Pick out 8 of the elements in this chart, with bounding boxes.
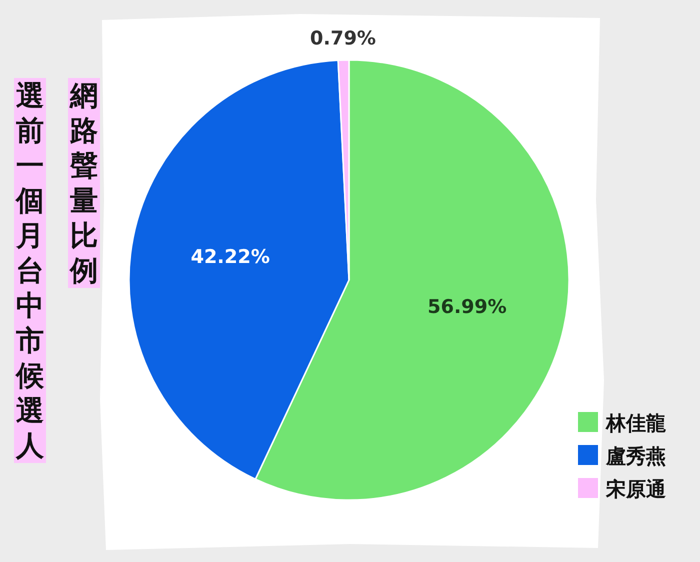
legend-label: 林佳龍 xyxy=(605,411,666,435)
text: 網路聲量比例 xyxy=(68,78,100,288)
legend-label: 盧秀燕 xyxy=(605,444,666,468)
legend-label: 宋原通 xyxy=(605,477,666,501)
data-label: 0.79% xyxy=(310,28,376,50)
data-label: 56.99% xyxy=(428,296,507,318)
chart-title: 選前一個月台中市候選人 xyxy=(16,79,44,462)
data-label: 42.22% xyxy=(190,246,270,268)
